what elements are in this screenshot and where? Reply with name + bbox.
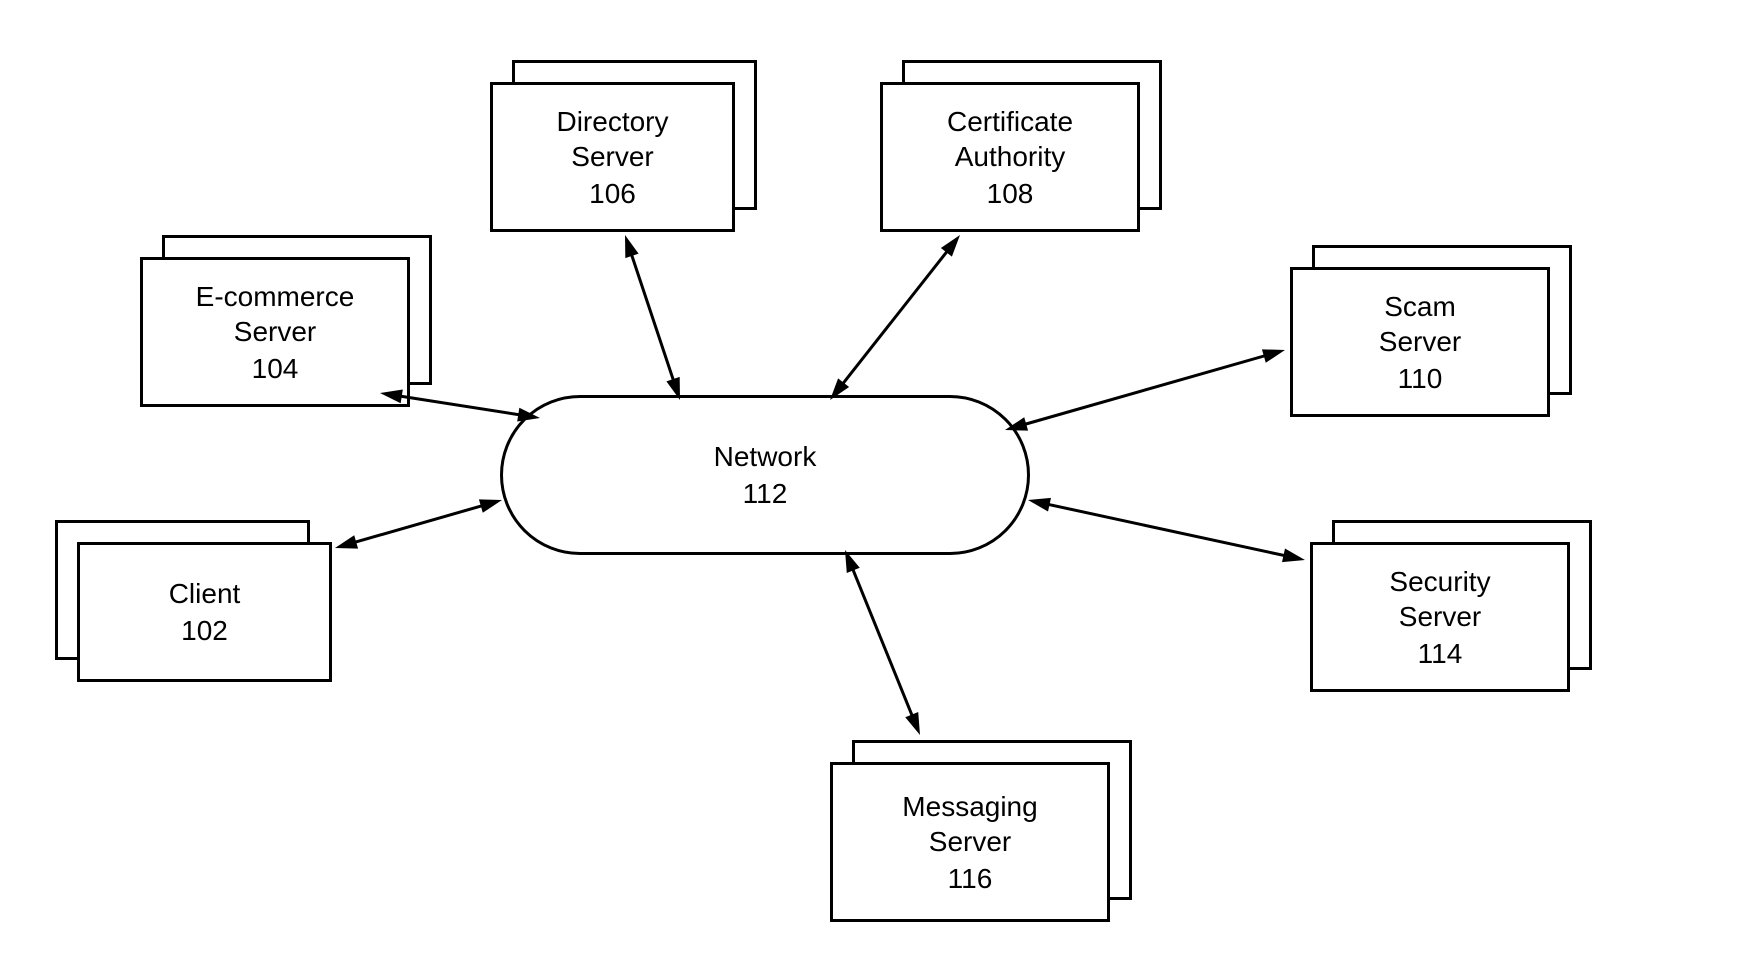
node-scam-number: 110: [1398, 361, 1443, 396]
node-directory-number: 106: [589, 176, 636, 211]
hub-number: 112: [743, 476, 788, 511]
hub-network: Network 112: [500, 395, 1030, 555]
node-certauth-label2: Authority: [955, 139, 1066, 174]
node-certauth-number: 108: [987, 176, 1034, 211]
node-messaging-number: 116: [948, 861, 993, 896]
node-security-server: Security Server 114: [1310, 520, 1592, 692]
node-certificate-authority: Certificate Authority 108: [880, 60, 1162, 232]
node-messaging-label1: Messaging: [902, 789, 1037, 824]
node-scam-label2: Server: [1379, 324, 1461, 359]
node-security-label2: Server: [1399, 599, 1481, 634]
node-ecommerce-label2: Server: [234, 314, 316, 349]
node-directory-label2: Server: [571, 139, 653, 174]
node-messaging-label2: Server: [929, 824, 1011, 859]
node-certauth-label1: Certificate: [947, 104, 1073, 139]
hub-label: Network: [714, 439, 817, 474]
node-client-number: 102: [181, 613, 228, 648]
node-client: Client 102: [55, 520, 332, 682]
node-security-label1: Security: [1389, 564, 1490, 599]
node-ecommerce-number: 104: [252, 351, 299, 386]
node-scam-server: Scam Server 110: [1290, 245, 1572, 417]
node-ecommerce-server: E-commerce Server 104: [140, 235, 432, 407]
node-client-label1: Client: [169, 576, 241, 611]
node-security-number: 114: [1418, 636, 1463, 671]
node-directory-label1: Directory: [556, 104, 668, 139]
network-diagram: Network 112 Client 102 E-commerce Server…: [0, 0, 1744, 961]
node-messaging-server: Messaging Server 116: [830, 740, 1132, 922]
node-scam-label1: Scam: [1384, 289, 1456, 324]
node-directory-server: Directory Server 106: [490, 60, 757, 232]
node-ecommerce-label1: E-commerce: [196, 279, 355, 314]
